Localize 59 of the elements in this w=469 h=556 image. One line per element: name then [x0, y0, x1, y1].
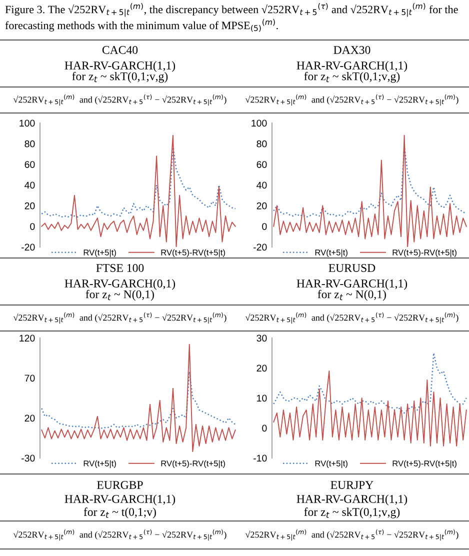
y-tick-label: 120 — [20, 334, 35, 342]
y-tick-label: 80 — [256, 140, 267, 148]
text: √252RV$_{t+5|t}$$^{(m)}$ and (√252RV$_{t+5}$$^{(τ)}$ − √252RV$_{t+5|t}$$^{(m)}$) — [13, 529, 226, 541]
text: for z$_{t}$ ~ t(0,1;v) — [84, 508, 156, 518]
y-tick-label: -10 — [254, 454, 267, 462]
y-tick-label: 20 — [256, 364, 267, 372]
text: √252RV$_{t+5|t}$$^{(m)}$ and (√252RV$_{t+5}$$^{(τ)}$ − √252RV$_{t+5|t}$$^{(m)}$) — [13, 312, 226, 324]
y-tick-label: 0 — [262, 424, 267, 432]
line-series — [273, 352, 467, 414]
y-tick-label: 20 — [256, 202, 267, 210]
y-tick-label: 20 — [24, 202, 35, 210]
y-tick-label: 80 — [24, 140, 35, 148]
legend-label: RV(t+5)-RV(t+5|t) — [161, 249, 225, 258]
chart-title: FTSE 100 — [96, 264, 144, 272]
legend-label: RV(t+5|t) — [315, 460, 348, 468]
text: √252RV$_{t+5|t}$$^{(m)}$ and (√252RV$_{t+5}$$^{(τ)}$ − √252RV$_{t+5|t}$$^{(m)}$) — [13, 94, 226, 106]
line-series — [273, 134, 467, 247]
y-tick-label: 100 — [20, 120, 35, 127]
legend-label: RV(t+5)-RV(t+5|t) — [161, 460, 225, 468]
legend-label: RV(t+5|t) — [315, 249, 348, 258]
y-tick-label: 40 — [24, 182, 35, 189]
text: EURJPY — [330, 481, 374, 489]
line-series — [41, 134, 236, 247]
legend-label: RV(t+5|t) — [84, 460, 116, 468]
text: HAR-RV-GARCH(1,1) — [296, 494, 408, 506]
y-tick-label: 70 — [24, 374, 35, 382]
y-tick-label: 20 — [24, 414, 35, 422]
text: Figure 3. The √252RV$_{t+5|t}$$^{(m)}$, the discrepancy between √252RV$_{t+5}$$^{(τ)}$ and √252RV$_{t+5|t}$$^{(m)}$ for the forecasting methods with the minimum value of MPSE$_{(5)}$$^{(m)}$. — [5, 3, 458, 32]
y-tick-label: 100 — [252, 120, 267, 127]
line-series — [41, 370, 236, 430]
text: for z$_{t}$ ~ skT(0,1;v,g) — [304, 508, 400, 518]
y-tick-label: 0 — [262, 223, 267, 230]
y-tick-label: -30 — [22, 454, 35, 462]
y-tick-label: 60 — [256, 161, 267, 168]
chart-title: EURUSD — [328, 264, 376, 272]
y-tick-label: -20 — [254, 244, 267, 251]
line-series — [41, 344, 236, 452]
line-series — [273, 370, 467, 446]
y-tick-label: 30 — [256, 334, 267, 342]
y-tick-label: 40 — [256, 182, 267, 189]
line-series — [41, 145, 236, 218]
text: √252RV$_{t+5|t}$$^{(m)}$ and (√252RV$_{t+5}$$^{(τ)}$ − √252RV$_{t+5|t}$$^{(m)}$) — [245, 94, 458, 106]
text: EURGBP — [97, 481, 143, 489]
chart-title: CAC40 — [102, 46, 138, 54]
text: √252RV$_{t+5|t}$$^{(m)}$ and (√252RV$_{t+5}$$^{(τ)}$ − √252RV$_{t+5|t}$$^{(m)}$) — [245, 529, 458, 541]
chart-subtitle: HAR-RV-GARCH(1,1) for z$_{t}$ ~ skT(0,1;v,g) — [296, 61, 408, 83]
chart-subtitle: HAR-RV-GARCH(1,1) for z$_{t}$ ~ N(0,1) — [296, 279, 408, 301]
y-tick-label: 60 — [24, 161, 35, 168]
legend-label: RV(t+5|t) — [84, 249, 116, 258]
chart-subtitle: HAR-RV-GARCH(0,1) for z$_{t}$ ~ N(0,1) — [64, 279, 176, 301]
text: HAR-RV-GARCH(1,1) — [64, 494, 176, 506]
chart-subtitle: HAR-RV-GARCH(1,1) for z$_{t}$ ~ skT(0,1;v,g) — [64, 61, 176, 83]
chart-title: DAX30 — [334, 46, 370, 54]
legend-label: RV(t+5)-RV(t+5|t) — [392, 249, 456, 258]
legend-label: RV(t+5)-RV(t+5|t) — [392, 460, 456, 468]
y-tick-label: 10 — [257, 394, 267, 402]
y-tick-label: 0 — [30, 223, 35, 230]
text: √252RV$_{t+5|t}$$^{(m)}$ and (√252RV$_{t+5}$$^{(τ)}$ − √252RV$_{t+5|t}$$^{(m)}$) — [245, 312, 458, 324]
y-tick-label: -20 — [22, 244, 35, 251]
